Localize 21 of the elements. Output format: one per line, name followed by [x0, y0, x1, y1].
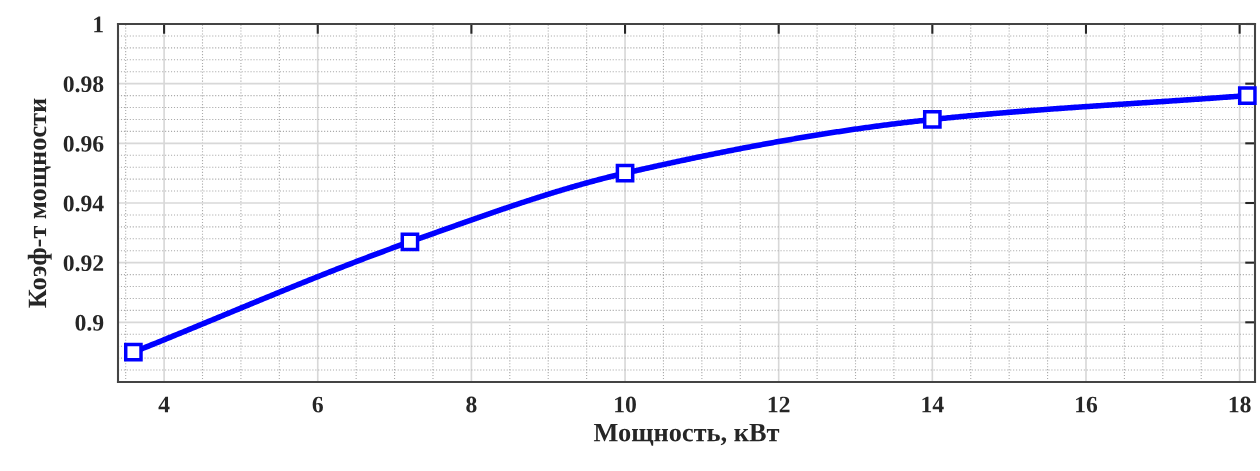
- y-axis-title: Коэф-т мощности: [27, 98, 52, 308]
- x-tick-label: 4: [158, 396, 170, 413]
- x-tick-label: 16: [1076, 396, 1098, 413]
- y-tick-label: 0.98: [63, 76, 104, 93]
- point: [922, 110, 942, 129]
- y-tick-label: 1: [94, 16, 103, 33]
- y-tick-label: 0.96: [63, 135, 104, 152]
- x-axis-title: Мощность, кВт: [593, 423, 780, 446]
- x-tick-label: 14: [922, 396, 944, 413]
- point: [123, 342, 143, 362]
- x-tick-label: 18: [1229, 396, 1251, 413]
- x-tick-label: 8: [466, 396, 477, 413]
- y-tick-label: 0.9: [75, 314, 104, 331]
- y-tick-label: 0.94: [63, 195, 104, 212]
- point: [615, 163, 635, 183]
- x-tick-label: 12: [768, 396, 790, 413]
- x-tick-label: 6: [312, 396, 323, 413]
- x-tick-label: 10: [615, 396, 636, 413]
- point: [1237, 86, 1257, 105]
- y-tick-label: 0.92: [63, 255, 104, 272]
- point: [400, 232, 420, 252]
